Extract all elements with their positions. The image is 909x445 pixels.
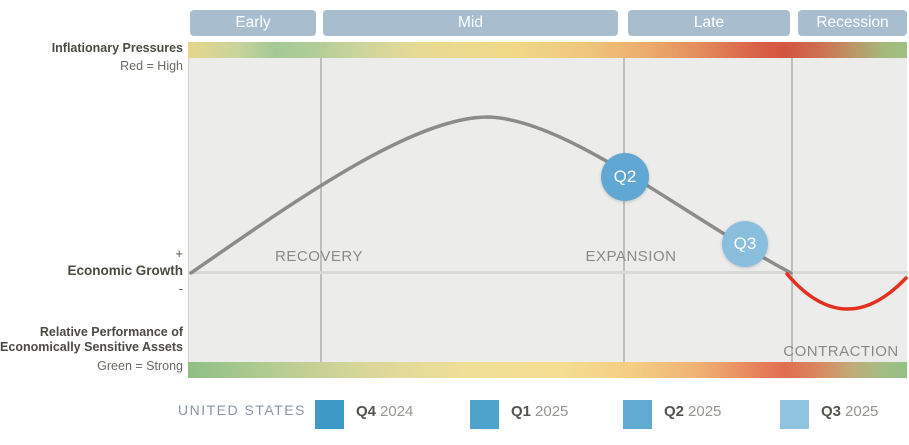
growth-minus-sign: - [178, 281, 183, 296]
recovery-annotation: RECOVERY [275, 248, 363, 265]
contraction-annotation: CONTRACTION [783, 343, 899, 360]
legend-quarter: Q4 [356, 403, 377, 420]
sensitive-assets-title-line1: Relative Performance of [39, 325, 183, 339]
legend-item-q3-2025: Q3 2025 [780, 400, 878, 429]
cycle-plot-area: RECOVERY EXPANSION CONTRACTION Q2 Q3 [188, 58, 908, 362]
legend-year: 2025 [688, 403, 722, 420]
legend-swatch-q4-2024 [315, 400, 344, 429]
sensitive-assets-title-line2: Economically Sensitive Assets [0, 340, 183, 354]
legend-item-q4-2024: Q4 2024 [315, 400, 413, 429]
marker-q3[interactable]: Q3 [722, 221, 768, 267]
business-cycle-curve [189, 115, 793, 275]
legend-swatch-q1-2025 [470, 400, 499, 429]
asset-performance-gradient-bar [188, 362, 907, 378]
phase-button-late[interactable]: Late [628, 10, 790, 36]
phase-button-recession[interactable]: Recession [798, 10, 907, 36]
legend-item-q1-2025: Q1 2025 [470, 400, 568, 429]
legend-year: 2025 [535, 403, 569, 420]
inflationary-pressures-label-block: Inflationary Pressures Red = High [52, 41, 183, 74]
expansion-annotation: EXPANSION [585, 248, 677, 265]
recession-dip-curve [785, 272, 908, 311]
legend-item-q2-2025: Q2 2025 [623, 400, 721, 429]
legend-quarter: Q3 [821, 403, 842, 420]
legend-swatch-q2-2025 [623, 400, 652, 429]
economic-growth-baseline [189, 271, 908, 274]
phase-boundary-gridline-mid-late [623, 58, 625, 362]
growth-plus-sign: + [175, 246, 183, 261]
legend-swatch-q3-2025 [780, 400, 809, 429]
phase-button-mid[interactable]: Mid [323, 10, 618, 36]
legend-quarter: Q2 [664, 403, 685, 420]
cycle-curves [189, 115, 908, 311]
phase-button-early[interactable]: Early [190, 10, 316, 36]
sensitive-assets-label-block: Relative Performance of Economically Sen… [0, 325, 183, 374]
inflationary-pressures-subtitle: Red = High [120, 59, 183, 73]
inflationary-pressures-title: Inflationary Pressures [51, 41, 183, 55]
inflationary-pressures-gradient-bar [188, 42, 907, 58]
legend-region-label: UNITED STATES [178, 402, 306, 418]
legend-year: 2024 [380, 403, 414, 420]
phase-boundary-gridline-early-mid [320, 58, 322, 362]
phase-boundary-gridline-late-recession [791, 58, 793, 362]
marker-q2[interactable]: Q2 [601, 153, 649, 201]
legend-year: 2025 [845, 403, 879, 420]
legend-quarter: Q1 [511, 403, 532, 420]
economic-growth-axis-label: Economic Growth [67, 263, 183, 278]
sensitive-assets-subtitle: Green = Strong [97, 359, 183, 373]
